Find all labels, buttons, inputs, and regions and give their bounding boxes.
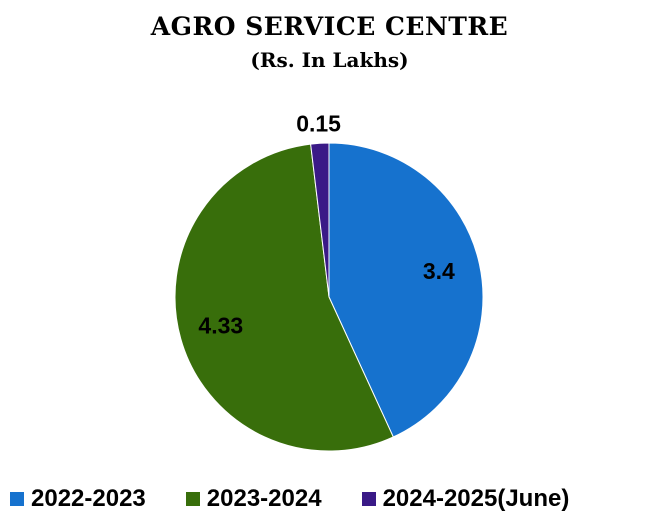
- legend-swatch-2022-2023: [10, 492, 24, 506]
- slice-2024-2025: [310, 142, 330, 298]
- data-label-2023-2024: 4.33: [198, 313, 243, 339]
- legend-item-2023-2024: 2023-2024: [185, 485, 322, 513]
- data-label-2022-2023: 3.4: [423, 258, 455, 284]
- legend-item-2024-2025: 2024-2025(June): [361, 485, 570, 513]
- chart-title: AGRO SERVICE CENTRE: [150, 12, 509, 41]
- chart-subtitle: (Rs. In Lakhs): [250, 48, 409, 72]
- legend-label: 2022-2023: [31, 485, 146, 512]
- legend-swatch-2023-2024: [185, 492, 200, 506]
- legend-label: 2024-2025(June): [382, 485, 570, 512]
- legend: 2022-2023 2023-2024 2024-2025(June): [10, 484, 569, 514]
- legend-item-2022-2023: 2022-2023: [10, 485, 146, 513]
- legend-swatch-2024-2025: [361, 492, 376, 506]
- slice-2022-2023: [328, 142, 484, 438]
- data-label-2024-2025: 0.15: [296, 110, 341, 136]
- legend-label: 2023-2024: [206, 485, 322, 512]
- slice-2023-2024: [174, 143, 394, 452]
